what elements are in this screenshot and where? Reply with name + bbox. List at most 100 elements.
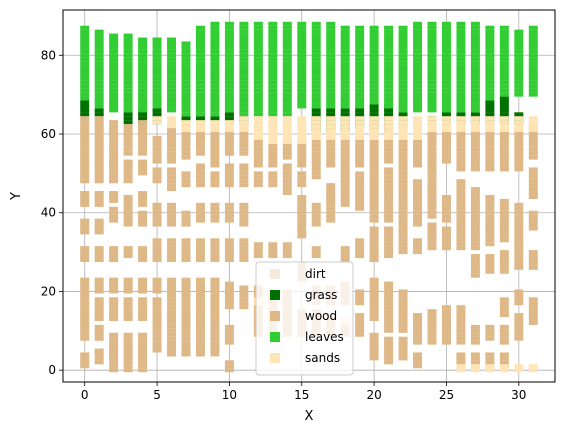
wood-point [80, 222, 90, 227]
leaves-point [224, 84, 234, 89]
leaves-point [109, 76, 119, 81]
wood-point [326, 202, 336, 207]
wood-point [528, 309, 538, 314]
wood-point [152, 336, 162, 341]
sands-point [326, 120, 336, 125]
leaves-point [499, 57, 509, 62]
wood-point [427, 183, 437, 188]
wood-point [485, 151, 495, 156]
leaves-point [224, 45, 234, 50]
leaves-point [181, 76, 191, 81]
sands-point [398, 120, 408, 125]
wood-point [413, 250, 423, 255]
wood-point [499, 139, 509, 144]
wood-point [268, 183, 278, 188]
wood-point [514, 289, 524, 294]
plot-marks [80, 21, 538, 373]
wood-point [528, 147, 538, 152]
wood-point [224, 246, 234, 251]
wood-point [340, 257, 350, 262]
leaves-point [311, 92, 321, 97]
wood-point [268, 179, 278, 184]
sands-point [268, 116, 278, 121]
wood-point [210, 317, 220, 322]
x-axis-label: X [305, 409, 314, 424]
leaves-point [239, 21, 249, 26]
wood-point [123, 171, 133, 176]
wood-point [239, 167, 249, 172]
wood-point [138, 368, 148, 373]
leaves-point [195, 25, 205, 30]
wood-point [167, 309, 177, 314]
leaves-point [355, 72, 365, 77]
leaves-point [268, 96, 278, 101]
grass-point [499, 108, 509, 113]
leaves-point [384, 49, 394, 54]
leaves-point [441, 29, 451, 34]
wood-point [123, 313, 133, 318]
leaves-point [210, 80, 220, 85]
wood-point [80, 128, 90, 133]
wood-point [326, 163, 336, 168]
wood-point [253, 143, 263, 148]
wood-point [514, 313, 524, 318]
wood-point [326, 155, 336, 160]
leaves-point [181, 92, 191, 97]
wood-point [210, 139, 220, 144]
wood-point [138, 309, 148, 314]
sands-point [355, 124, 365, 129]
wood-point [470, 273, 480, 278]
wood-point [514, 210, 524, 215]
wood-point [398, 210, 408, 215]
wood-point [297, 230, 307, 235]
wood-point [94, 175, 104, 180]
wood-point [470, 151, 480, 156]
leaves-point [485, 45, 495, 50]
leaves-point [384, 25, 394, 30]
wood-point [109, 198, 119, 203]
wood-point [109, 317, 119, 322]
wood-point [384, 167, 394, 172]
wood-point [239, 305, 249, 310]
grass-point [499, 100, 509, 105]
wood-point [109, 135, 119, 140]
wood-point [152, 175, 162, 180]
wood-point [355, 198, 365, 203]
wood-point [224, 360, 234, 365]
leaves-point [253, 76, 263, 81]
wood-point [413, 340, 423, 345]
wood-point [224, 179, 234, 184]
wood-point [94, 131, 104, 137]
wood-point [123, 206, 133, 211]
wood-point [470, 135, 480, 140]
leaves-point [514, 61, 524, 66]
wood-point [398, 179, 408, 184]
wood-point [485, 356, 495, 361]
leaves-point [239, 29, 249, 34]
wood-point [167, 340, 177, 345]
wood-point [210, 336, 220, 341]
wood-point [311, 155, 321, 160]
sands-point [311, 128, 321, 133]
wood-point [369, 191, 379, 196]
wood-point [167, 151, 177, 156]
wood-point [268, 155, 278, 160]
sands-point [355, 116, 365, 121]
leaves-point [109, 49, 119, 54]
leaves-point [413, 53, 423, 58]
leaves-point [499, 88, 509, 93]
wood-point [195, 131, 205, 137]
wood-point [311, 147, 321, 152]
leaves-point [355, 41, 365, 46]
leaves-point [210, 45, 220, 50]
leaves-point [470, 80, 480, 85]
wood-point [528, 143, 538, 148]
wood-point [152, 250, 162, 255]
wood-point [210, 214, 220, 219]
leaves-point [413, 92, 423, 97]
leaves-point [369, 33, 379, 38]
wood-point [514, 214, 524, 219]
wood-point [326, 191, 336, 196]
leaves-point [413, 108, 423, 113]
leaves-point [239, 72, 249, 77]
